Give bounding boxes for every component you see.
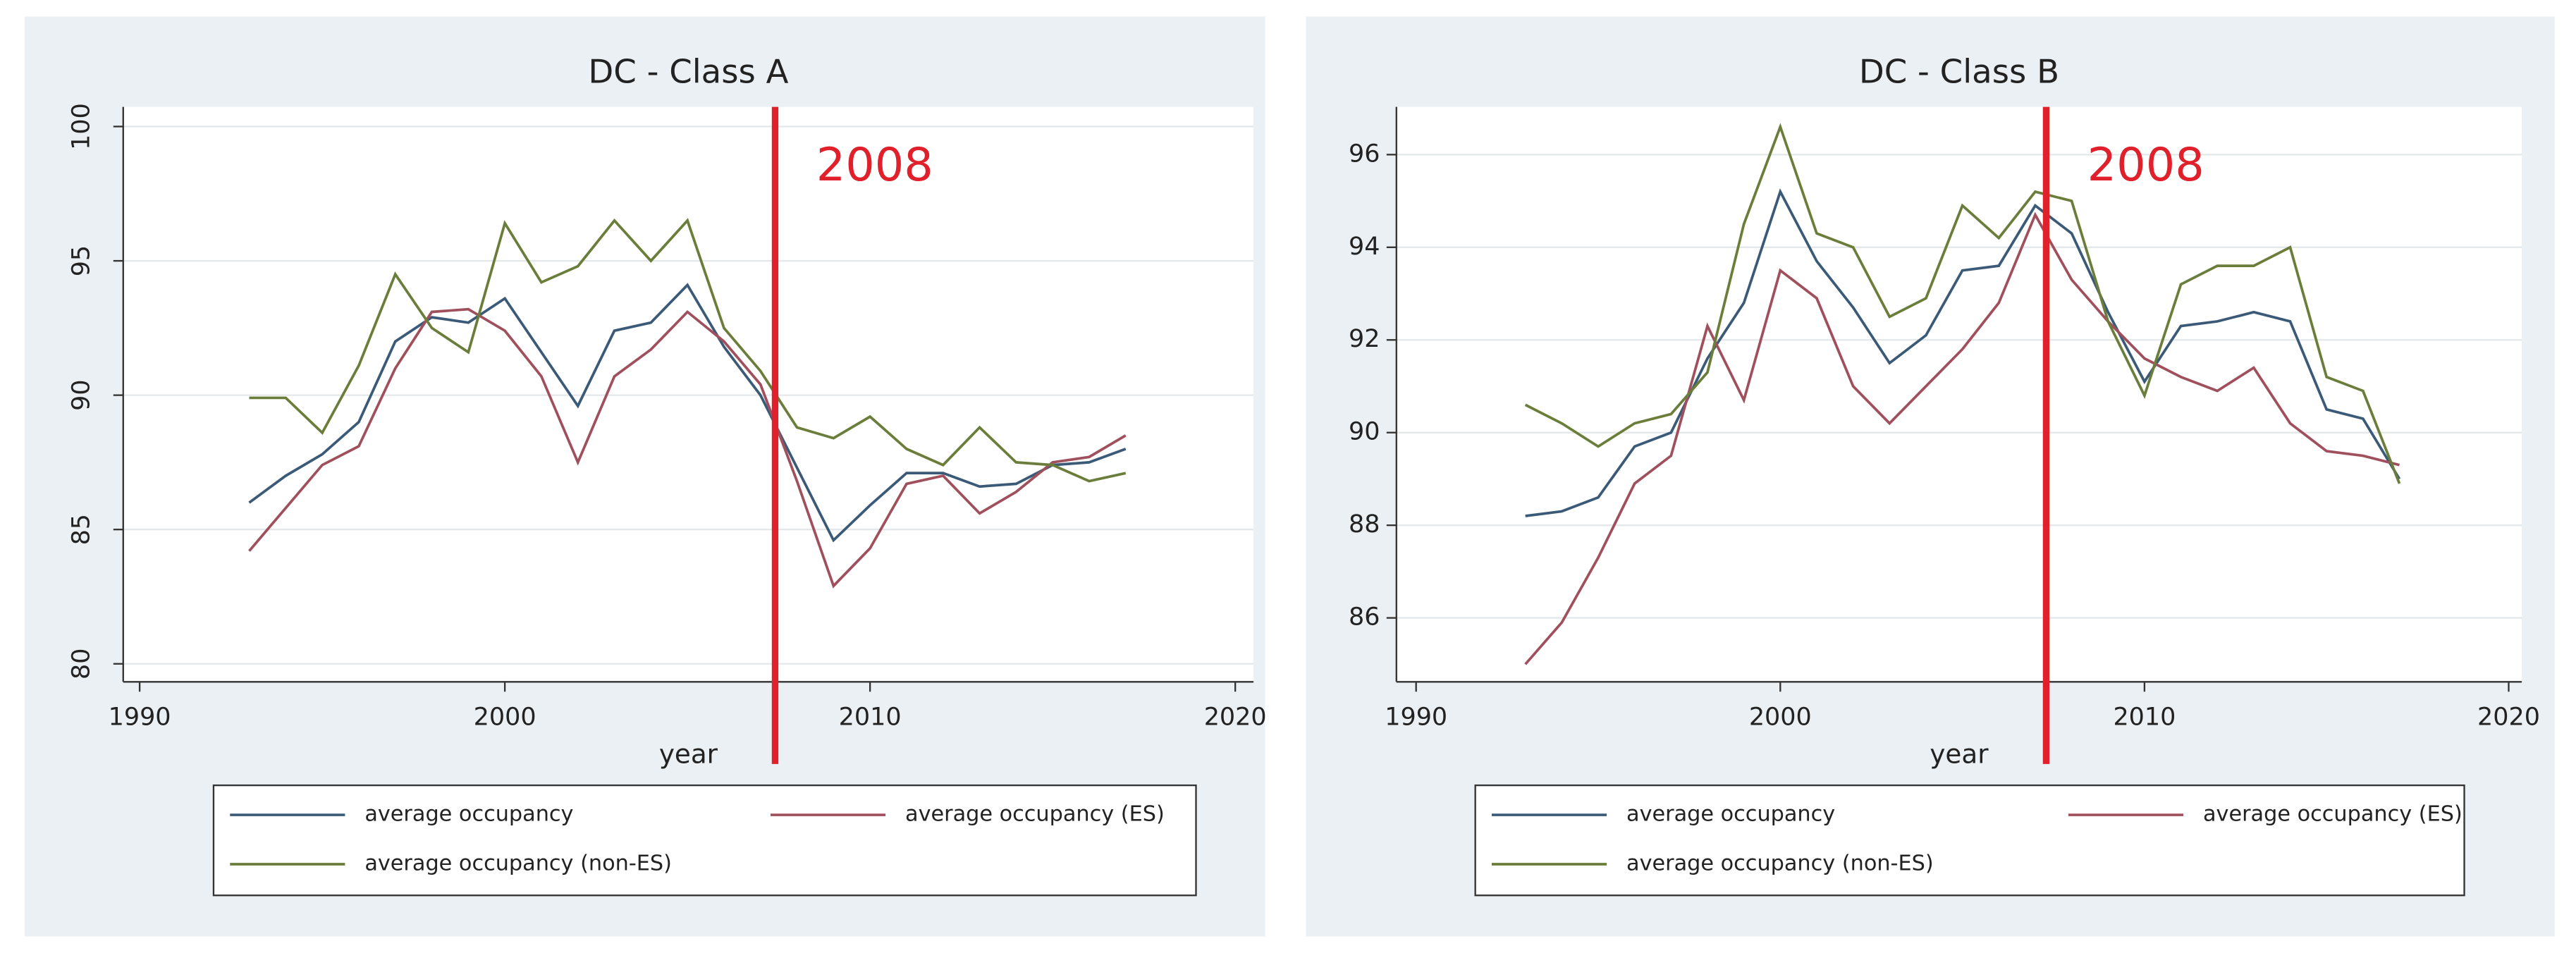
y-tick-label: 88 bbox=[1349, 510, 1380, 539]
y-tick-label: 96 bbox=[1349, 140, 1380, 168]
legend-label: average occupancy (non-ES) bbox=[364, 851, 672, 875]
x-axis-label: year bbox=[659, 739, 718, 770]
x-tick-label: 1990 bbox=[1385, 703, 1447, 732]
chart-title: DC - Class A bbox=[588, 53, 788, 91]
x-tick-label: 2000 bbox=[474, 703, 536, 732]
reference-label: 2008 bbox=[816, 138, 933, 192]
series-line bbox=[1524, 123, 2401, 484]
x-tick-label: 2010 bbox=[2113, 703, 2176, 732]
y-tick-label: 85 bbox=[68, 514, 96, 545]
series-line bbox=[1524, 211, 2400, 665]
y-tick-label: 90 bbox=[68, 379, 96, 410]
legend-label: average occupancy (ES) bbox=[2203, 802, 2462, 827]
y-tick-label: 86 bbox=[1349, 603, 1380, 632]
legend-label: average occupancy (ES) bbox=[905, 802, 1165, 827]
plot-area bbox=[1396, 106, 2522, 682]
x-tick-label: 2000 bbox=[1749, 703, 1812, 732]
y-tick-label: 100 bbox=[68, 103, 96, 150]
reference-label: 2008 bbox=[2087, 138, 2204, 192]
legend bbox=[1474, 784, 2465, 897]
y-tick-label: 80 bbox=[68, 648, 96, 680]
x-tick-label: 2020 bbox=[1204, 703, 1267, 732]
x-axis-label: year bbox=[1930, 739, 1989, 770]
y-tick-label: 92 bbox=[1349, 325, 1380, 353]
x-tick-label: 2010 bbox=[839, 703, 902, 732]
legend-label: average occupancy (non-ES) bbox=[1626, 851, 1934, 875]
y-tick-label: 94 bbox=[1349, 233, 1380, 261]
y-tick-label: 95 bbox=[68, 245, 96, 276]
x-tick-label: 2020 bbox=[2477, 703, 2540, 732]
y-tick-label: 90 bbox=[1349, 418, 1380, 446]
x-tick-label: 1990 bbox=[109, 703, 171, 732]
series-line bbox=[248, 283, 1127, 543]
series-line bbox=[1525, 188, 2401, 517]
legend-label: average occupancy bbox=[1626, 802, 1835, 827]
series-line bbox=[249, 218, 1127, 483]
legend-label: average occupancy bbox=[364, 802, 573, 827]
legend bbox=[212, 784, 1197, 897]
chart-title: DC - Class B bbox=[1859, 53, 2059, 91]
series-line bbox=[248, 307, 1127, 589]
